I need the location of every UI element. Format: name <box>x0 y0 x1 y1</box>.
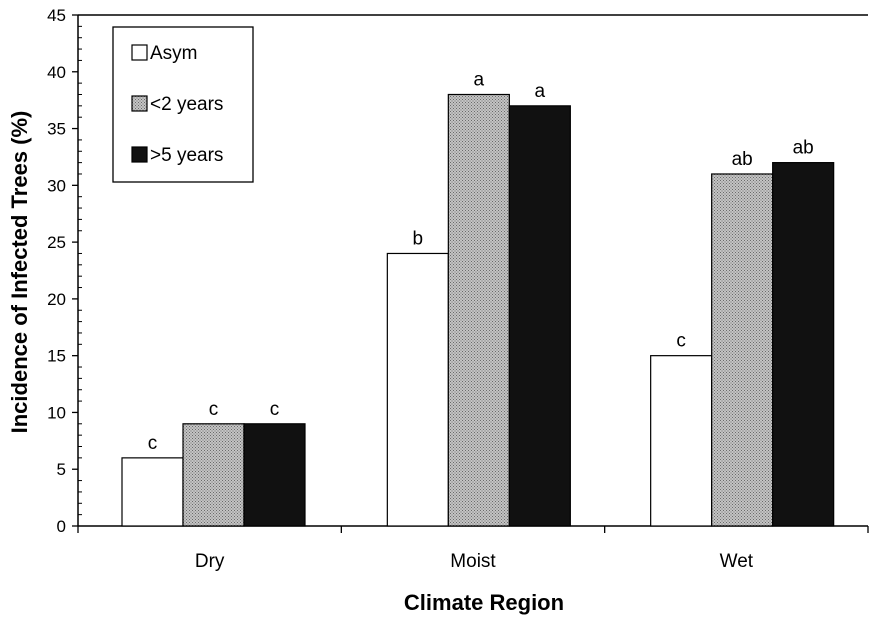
bar-significance-label: b <box>413 228 424 249</box>
y-tick-label: 5 <box>57 460 66 479</box>
y-tick-label: 40 <box>47 63 66 82</box>
bar <box>508 105 571 527</box>
bar-significance-label: c <box>148 433 158 454</box>
legend-swatch <box>131 44 148 61</box>
bar <box>447 93 510 527</box>
bar-labels: c c c b a a c ab ab <box>148 69 814 453</box>
bar-significance-label: a <box>474 69 485 90</box>
legend-label: >5 years <box>150 145 223 166</box>
bar-significance-label: ab <box>793 138 814 159</box>
x-axis-title: Climate Region <box>404 590 564 615</box>
bar <box>121 457 184 527</box>
category-label: Wet <box>720 551 754 572</box>
y-tick-label: 20 <box>47 290 66 309</box>
bar <box>711 173 774 527</box>
y-tick-label: 15 <box>47 347 66 366</box>
bar-significance-label: c <box>209 399 219 420</box>
y-ticks: 0 5 10 15 20 25 30 35 40 45 <box>47 6 82 536</box>
legend-label: <2 years <box>150 94 223 115</box>
legend: Asym <2 years >5 years <box>112 26 254 183</box>
legend-swatch <box>131 95 148 112</box>
category-label: Dry <box>195 551 225 572</box>
legend-swatch <box>131 146 148 163</box>
bar <box>182 423 245 527</box>
y-tick-label: 10 <box>47 403 66 422</box>
category-label: Moist <box>450 551 496 572</box>
bar-significance-label: c <box>270 399 280 420</box>
bar <box>386 252 449 527</box>
y-tick-label: 45 <box>47 6 66 25</box>
bar <box>243 423 306 527</box>
bar-significance-label: a <box>535 81 546 102</box>
y-tick-label: 25 <box>47 233 66 252</box>
bar <box>772 162 835 527</box>
bar-significance-label: c <box>676 331 686 352</box>
bars <box>121 93 835 527</box>
legend-label: Asym <box>150 43 198 64</box>
y-axis-title: Incidence of Infected Trees (%) <box>7 111 32 434</box>
y-tick-label: 30 <box>47 176 66 195</box>
y-tick-label: 35 <box>47 120 66 139</box>
category-labels: Dry Moist Wet <box>195 551 754 572</box>
bar-significance-label: ab <box>732 149 753 170</box>
y-tick-label: 0 <box>57 517 66 536</box>
bar <box>650 355 713 527</box>
